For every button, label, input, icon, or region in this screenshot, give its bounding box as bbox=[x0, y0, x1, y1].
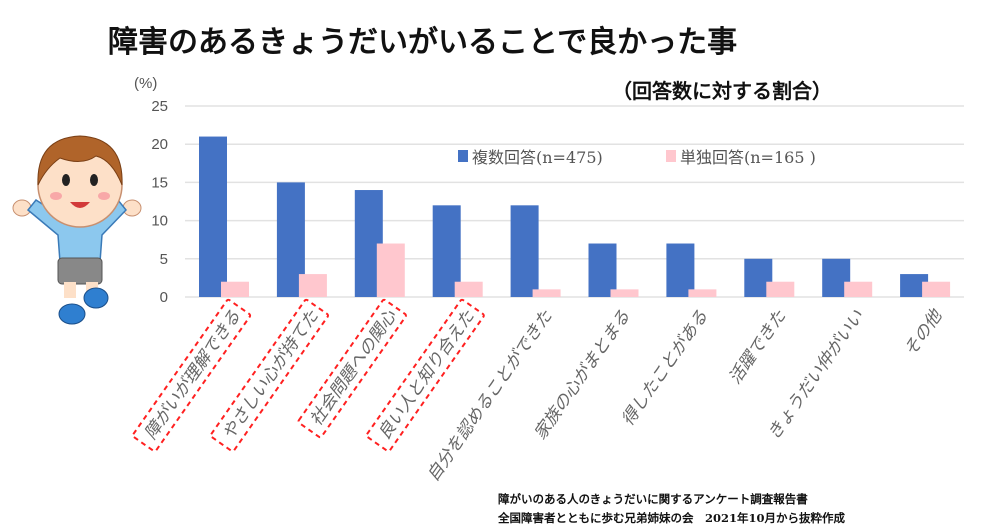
y-tick-label: 5 bbox=[160, 251, 168, 268]
child-illustration bbox=[12, 135, 142, 325]
bar-single bbox=[532, 289, 561, 297]
category-label: 社会問題への関心 bbox=[306, 306, 401, 430]
bar-multiple bbox=[588, 243, 617, 297]
y-tick-label: 25 bbox=[151, 98, 168, 115]
legend-swatch-multiple bbox=[458, 150, 468, 162]
bar-multiple bbox=[510, 205, 539, 297]
y-tick-label: 15 bbox=[151, 174, 168, 191]
source-line-2: 全国障害者とともに歩む兄弟姉妹の会 2021年10月から抜粋作成 bbox=[497, 511, 846, 525]
legend-label-single: 単独回答(n=165 ) bbox=[680, 148, 816, 167]
bar-single bbox=[766, 281, 795, 297]
highlight-box bbox=[131, 298, 252, 453]
y-axis-label: (%) bbox=[134, 75, 157, 92]
bar-multiple bbox=[900, 274, 929, 297]
bar-single bbox=[922, 281, 951, 297]
category-label: 得したことがある bbox=[618, 307, 712, 430]
bar-single bbox=[221, 281, 249, 297]
legend-swatch-single bbox=[666, 150, 676, 162]
y-tick-label: 20 bbox=[151, 136, 168, 153]
bar-single bbox=[844, 281, 873, 297]
bar-single bbox=[610, 289, 639, 297]
category-label: 活躍できた bbox=[725, 306, 791, 388]
bar-multiple bbox=[199, 136, 227, 297]
chart-subtitle: （回答数に対する割合） bbox=[612, 79, 832, 103]
category-label-group: 得したことがある bbox=[618, 307, 712, 430]
y-tick-label: 0 bbox=[160, 289, 168, 306]
category-label: その他 bbox=[900, 305, 947, 360]
y-tick-label: 10 bbox=[151, 213, 168, 230]
bar-single bbox=[454, 281, 483, 297]
bar-single bbox=[298, 274, 327, 297]
bar-multiple bbox=[666, 243, 695, 297]
category-label-group: 活躍できた bbox=[725, 306, 791, 388]
category-label-group: その他 bbox=[900, 305, 947, 360]
highlight-box bbox=[297, 298, 407, 439]
highlight-box bbox=[209, 298, 329, 453]
legend-label-multiple: 複数回答(n=475) bbox=[472, 148, 603, 167]
bar-single bbox=[688, 289, 717, 297]
legend: 複数回答(n=475) 単独回答(n=165 ) bbox=[458, 148, 816, 167]
highlight-box bbox=[365, 298, 485, 453]
chart-title: 障害のあるきょうだいがいることで良かった事 bbox=[108, 25, 737, 60]
source-line-1: 障がいのある人のきょうだいに関するアンケート調査報告書 bbox=[498, 492, 808, 506]
bar-single bbox=[376, 243, 405, 297]
